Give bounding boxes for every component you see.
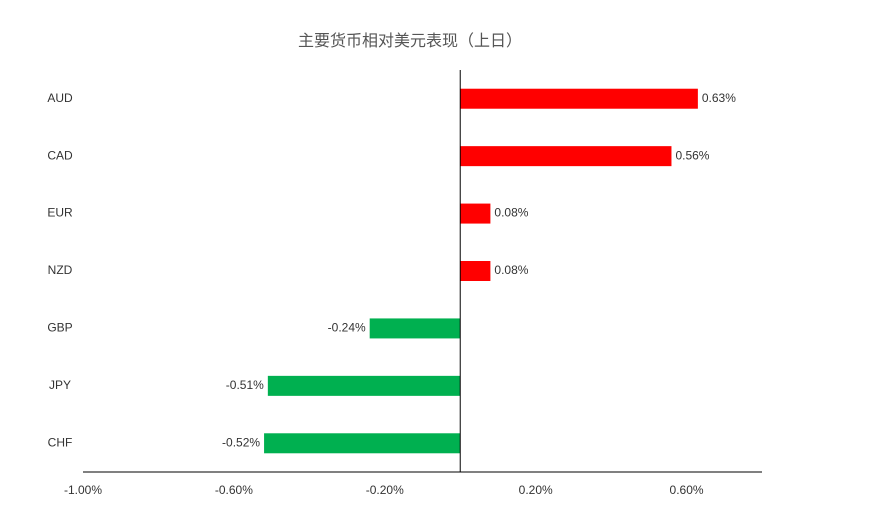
value-label: 0.63% (702, 91, 736, 105)
value-label: -0.51% (226, 378, 264, 392)
bar (460, 88, 698, 109)
bar (460, 203, 491, 224)
x-tick-label: 0.20% (519, 483, 553, 497)
value-label: -0.24% (328, 321, 366, 335)
x-tick-label: 0.60% (670, 483, 704, 497)
y-tick-label: CAD (47, 148, 73, 162)
y-tick-label: NZD (48, 263, 73, 277)
y-tick-label: AUD (47, 91, 73, 105)
bar (369, 318, 461, 339)
chart-title: 主要货币相对美元表现（上日） (298, 32, 522, 50)
bar (264, 433, 461, 454)
y-tick-label: EUR (47, 206, 73, 220)
x-tick-label: -0.60% (215, 483, 253, 497)
bar (460, 261, 491, 281)
x-tick-label: -0.20% (366, 483, 404, 497)
x-tick-label: -1.00% (64, 483, 102, 497)
value-label: 0.08% (494, 206, 528, 220)
y-tick-label: JPY (49, 378, 71, 392)
bar (267, 375, 461, 396)
value-label: 0.08% (494, 263, 528, 277)
value-label: 0.56% (675, 148, 709, 162)
bar (460, 146, 672, 167)
y-tick-label: CHF (48, 435, 73, 449)
y-tick-label: GBP (47, 321, 72, 335)
value-label: -0.52% (222, 435, 260, 449)
